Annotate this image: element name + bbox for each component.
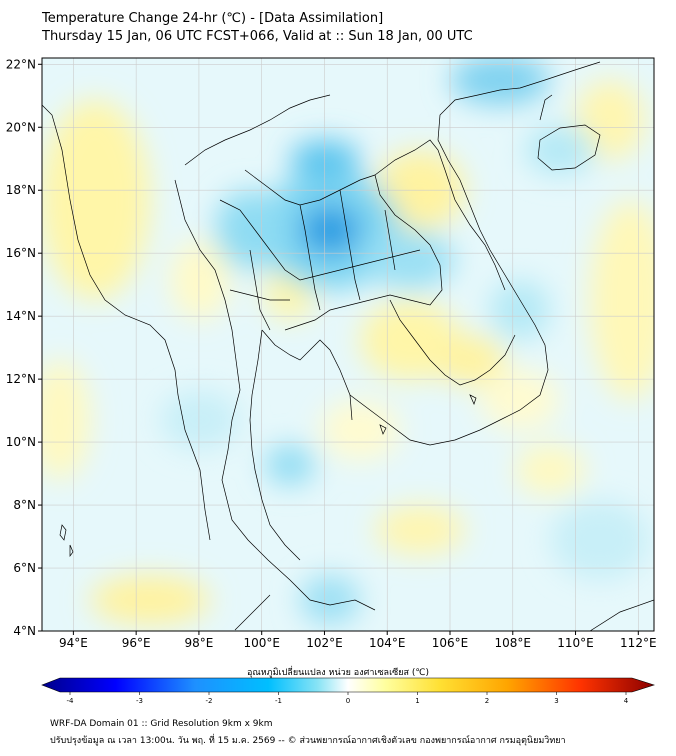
lon-label: 108°E bbox=[495, 636, 532, 650]
colorbar-tick-label: -3 bbox=[136, 697, 143, 705]
lon-label: 98°E bbox=[184, 636, 213, 650]
colorbar-tick-label: -1 bbox=[275, 697, 282, 705]
temperature-field bbox=[42, 58, 654, 631]
colorbar-tick-label: 4 bbox=[624, 697, 629, 705]
latitude-labels: 22°N 20°N 18°N 16°N 14°N 12°N 10°N 8°N 6°N 4°N bbox=[6, 57, 42, 638]
lat-label: 4°N bbox=[13, 624, 36, 638]
coastlines-borders bbox=[42, 61, 654, 631]
lat-label: 8°N bbox=[13, 498, 36, 512]
lat-label: 6°N bbox=[13, 561, 36, 575]
lat-label: 22°N bbox=[6, 57, 36, 71]
lon-label: 106°E bbox=[432, 636, 469, 650]
lon-label: 102°E bbox=[306, 636, 343, 650]
lat-label: 18°N bbox=[6, 183, 36, 197]
lon-label: 112°E bbox=[620, 636, 657, 650]
lat-label: 16°N bbox=[6, 246, 36, 260]
longitude-labels: 94°E 96°E 98°E 100°E 102°E 104°E 106°E 108°E 110… bbox=[59, 631, 657, 650]
map-frame bbox=[41, 57, 655, 632]
chart-title: Temperature Change 24-hr (℃) - [Data Ass… bbox=[42, 11, 384, 26]
lat-label: 20°N bbox=[6, 120, 36, 134]
colorbar-tick-label: -2 bbox=[206, 697, 213, 705]
lat-label: 10°N bbox=[6, 435, 36, 449]
footer-model-info: WRF-DA Domain 01 :: Grid Resolution 9km … bbox=[50, 719, 273, 729]
colorbar: -4 -3 -2 -1 0 1 2 3 4 bbox=[41, 677, 655, 705]
lon-label: 94°E bbox=[59, 636, 88, 650]
chart-subtitle: Thursday 15 Jan, 06 UTC FCST+066, Valid … bbox=[42, 29, 473, 44]
colorbar-tick-label: 2 bbox=[485, 697, 489, 705]
colorbar-tick-label: 0 bbox=[346, 697, 350, 705]
lat-label: 12°N bbox=[6, 372, 36, 386]
colorbar-tick-label: -4 bbox=[67, 697, 75, 705]
lon-label: 110°E bbox=[557, 636, 594, 650]
lon-label: 100°E bbox=[243, 636, 280, 650]
lon-label: 104°E bbox=[369, 636, 406, 650]
lon-label: 96°E bbox=[122, 636, 151, 650]
lat-label: 14°N bbox=[6, 309, 36, 323]
colorbar-title: อุณหภูมิเปลี่ยนแปลง หน่วย องศาเซลเซียส (… bbox=[246, 668, 430, 678]
colorbar-tick-label: 3 bbox=[554, 697, 558, 705]
colorbar-tick-label: 1 bbox=[415, 697, 419, 705]
footer-update-info: ปรับปรุงข้อมูล ณ เวลา 13:00น. วัน พฤ. ที… bbox=[50, 736, 566, 746]
